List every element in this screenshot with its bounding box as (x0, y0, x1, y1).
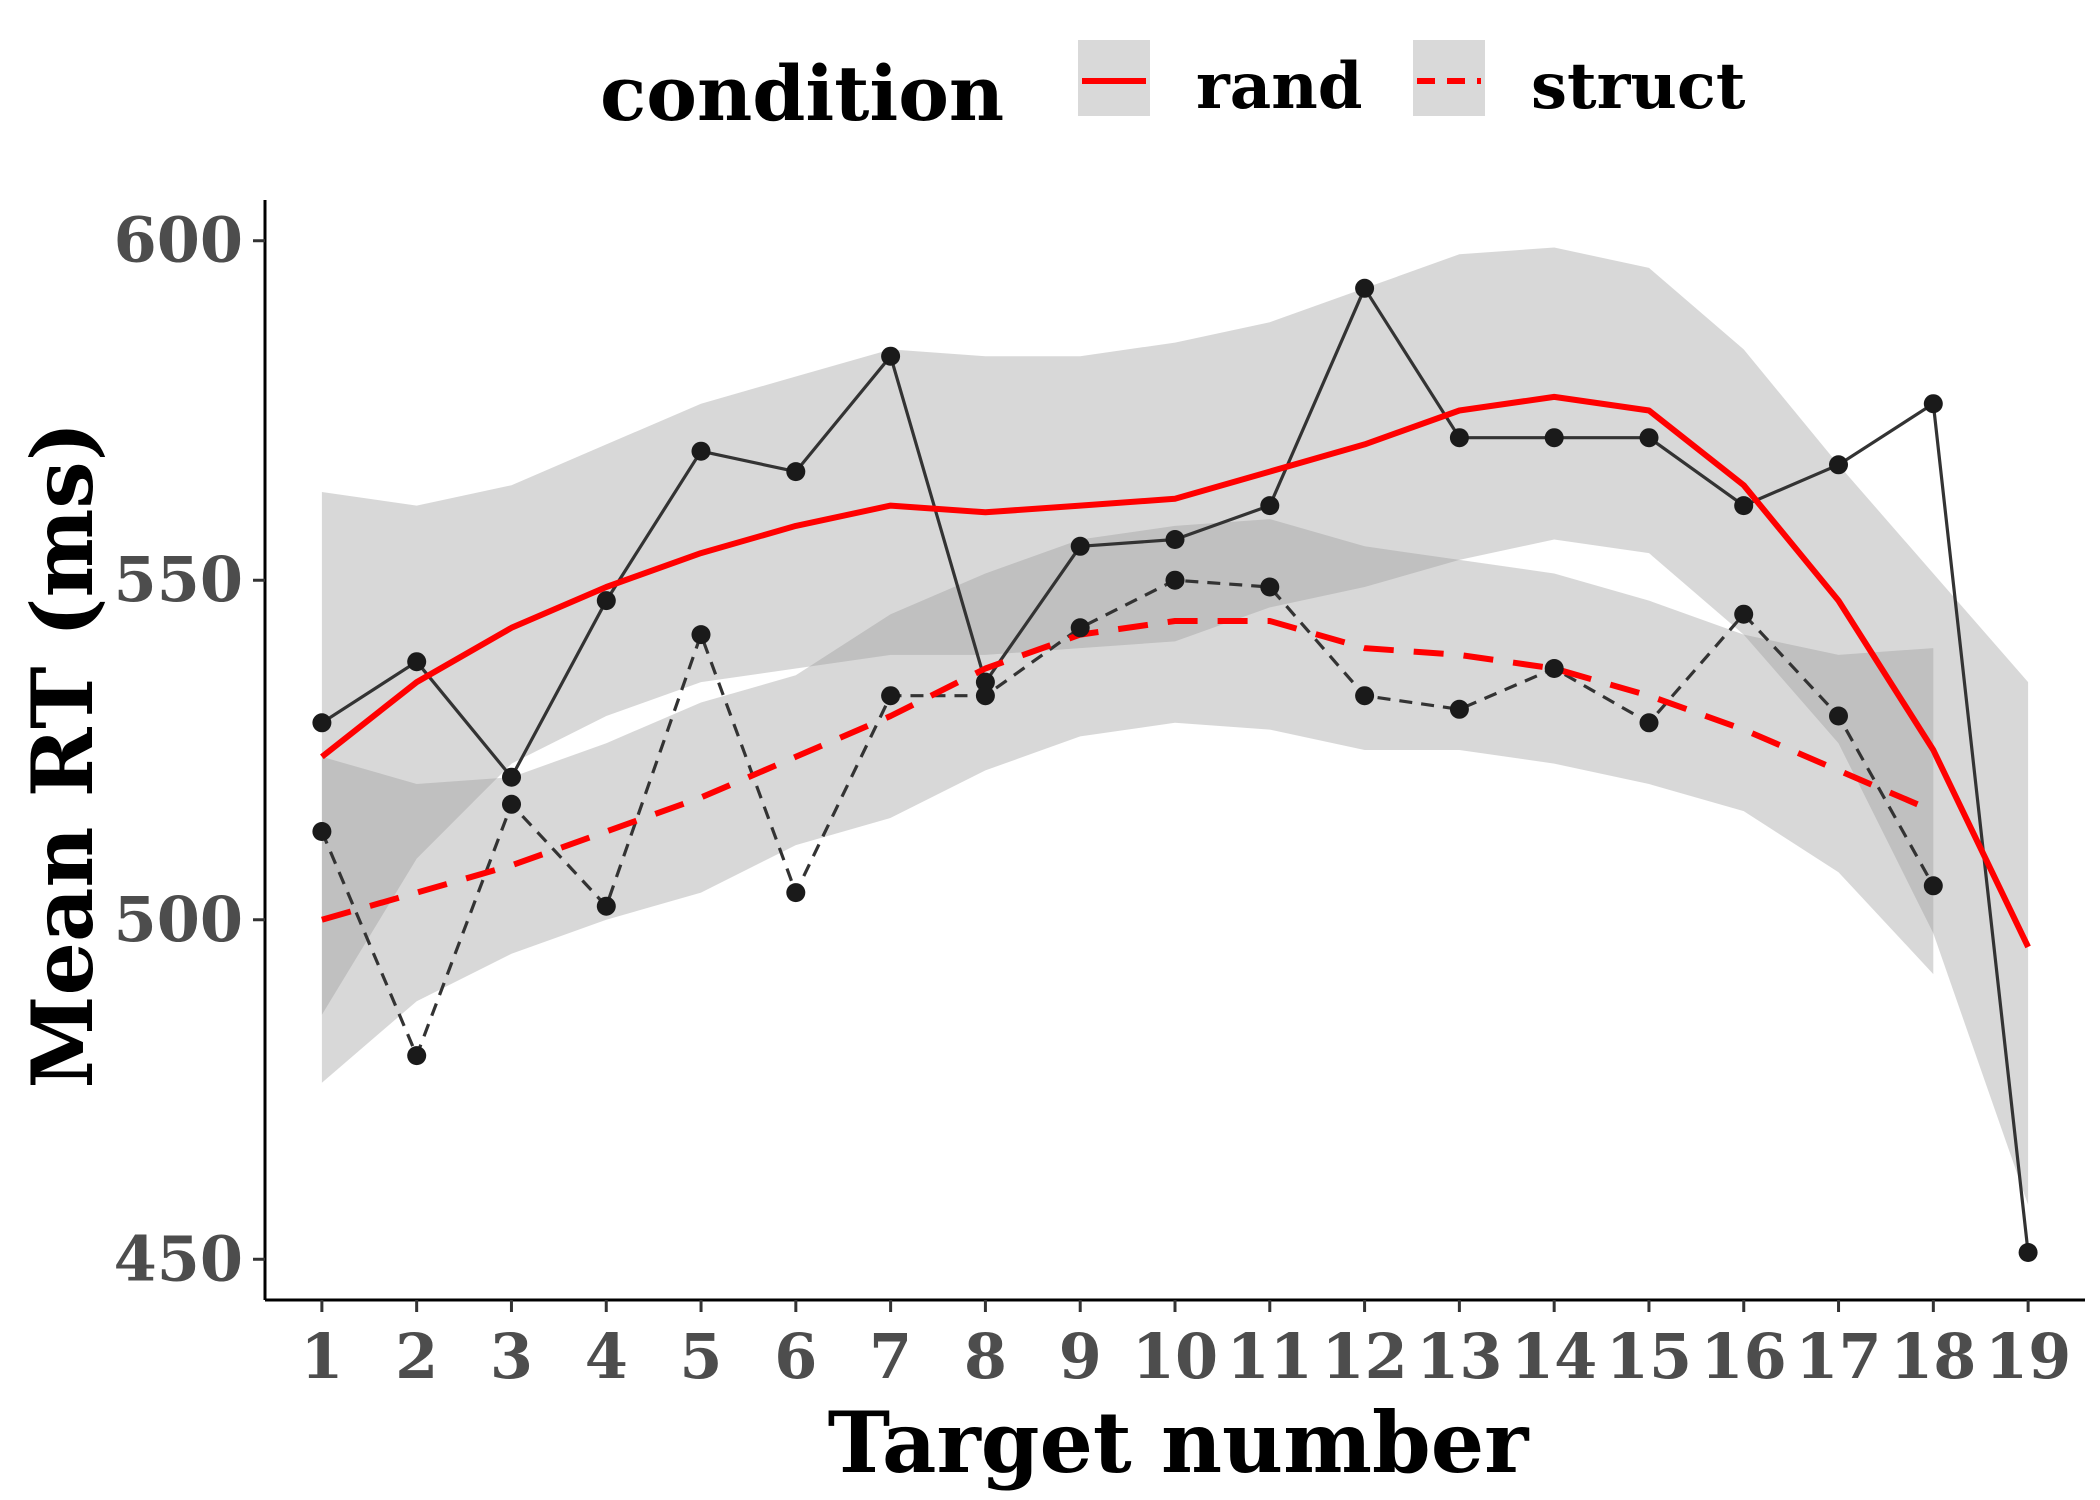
legend-label-struct: struct (1531, 49, 1746, 124)
data-point-rand-19 (2018, 1243, 2038, 1262)
axes (253, 200, 2085, 1312)
data-point-rand-3 (502, 767, 521, 787)
legend-title: condition (600, 49, 1004, 138)
data-point-rand-17 (1829, 455, 1848, 475)
x-tick-label-3: 3 (490, 1320, 533, 1393)
y-tick-label-450: 450 (114, 1222, 243, 1295)
data-point-rand-2 (407, 652, 427, 672)
x-tick-label-14: 14 (1511, 1320, 1597, 1393)
data-point-struct-11 (1260, 577, 1280, 597)
confidence-band-struct (321, 519, 1934, 1083)
data-point-rand-18 (1923, 394, 1943, 414)
legend-label-rand: rand (1196, 49, 1362, 124)
tick-labels: 1 2 3 4 5 6 7 8 9 10 11 12 13 14 15 16 17 18 1945050055060… (114, 204, 2072, 1393)
data-point-struct-9 (1070, 618, 1090, 638)
smooth-line-rand (320, 393, 2031, 949)
x-tick-label-1: 1 (300, 1320, 343, 1393)
x-tick-label-10: 10 (1132, 1320, 1218, 1393)
data-point-struct-12 (1355, 686, 1375, 706)
x-tick-label-13: 13 (1416, 1320, 1502, 1393)
x-axis-title: Target number (828, 1393, 1531, 1492)
data-point-struct-16 (1734, 604, 1754, 624)
data-point-struct-3 (502, 794, 521, 814)
y-tick-label-500: 500 (114, 883, 243, 956)
confidence-bands (321, 247, 2029, 1205)
x-tick-label-12: 12 (1321, 1320, 1407, 1393)
data-point-struct-2 (407, 1046, 427, 1066)
x-tick-label-2: 2 (395, 1320, 438, 1393)
data-point-rand-16 (1734, 496, 1754, 516)
data-point-struct-18 (1923, 876, 1943, 896)
data-point-rand-14 (1544, 428, 1564, 448)
legend: condition rand struct (600, 40, 1746, 138)
data-point-struct-10 (1165, 570, 1185, 590)
y-axis-title: Mean RT (ms) (13, 422, 112, 1089)
x-tick-label-16: 16 (1701, 1320, 1787, 1393)
x-tick-label-9: 9 (1059, 1320, 1102, 1393)
x-tick-label-11: 11 (1227, 1320, 1313, 1393)
data-point-rand-7 (881, 346, 901, 366)
data-point-rand-9 (1070, 536, 1090, 556)
data-point-struct-7 (881, 686, 901, 706)
x-tick-label-15: 15 (1606, 1320, 1692, 1393)
y-tick-label-600: 600 (114, 204, 243, 277)
confidence-band-rand (321, 247, 2029, 1205)
data-point-rand-1 (312, 713, 332, 733)
observed-line-struct (320, 578, 1935, 1058)
x-tick-label-4: 4 (585, 1320, 628, 1393)
data-point-rand-4 (596, 591, 616, 611)
data-point-rand-5 (691, 441, 711, 461)
data-point-struct-1 (312, 822, 332, 841)
data-point-rand-8 (975, 672, 995, 692)
data-point-struct-6 (786, 883, 806, 903)
x-tick-label-17: 17 (1795, 1320, 1881, 1393)
data-points (312, 278, 2038, 1262)
data-point-struct-8 (975, 686, 995, 706)
data-point-struct-5 (691, 625, 711, 645)
smooth-lines (320, 393, 2031, 949)
x-tick-label-5: 5 (679, 1320, 722, 1393)
data-point-struct-13 (1449, 699, 1469, 719)
x-tick-label-8: 8 (964, 1320, 1007, 1393)
data-point-rand-10 (1165, 530, 1185, 549)
x-tick-label-6: 6 (774, 1320, 817, 1393)
data-point-struct-17 (1829, 706, 1848, 726)
x-tick-label-19: 19 (1985, 1320, 2071, 1393)
data-point-struct-4 (596, 896, 616, 916)
x-tick-label-18: 18 (1890, 1320, 1976, 1393)
x-tick-label-7: 7 (869, 1320, 912, 1393)
data-point-rand-15 (1639, 428, 1659, 448)
data-point-rand-6 (786, 462, 806, 482)
data-point-rand-13 (1449, 428, 1469, 448)
data-point-struct-14 (1544, 659, 1564, 678)
data-point-struct-15 (1639, 713, 1659, 733)
data-point-rand-12 (1355, 278, 1375, 298)
smooth-line-struct (321, 618, 1935, 923)
data-point-rand-11 (1260, 496, 1280, 516)
y-tick-label-550: 550 (114, 543, 243, 616)
